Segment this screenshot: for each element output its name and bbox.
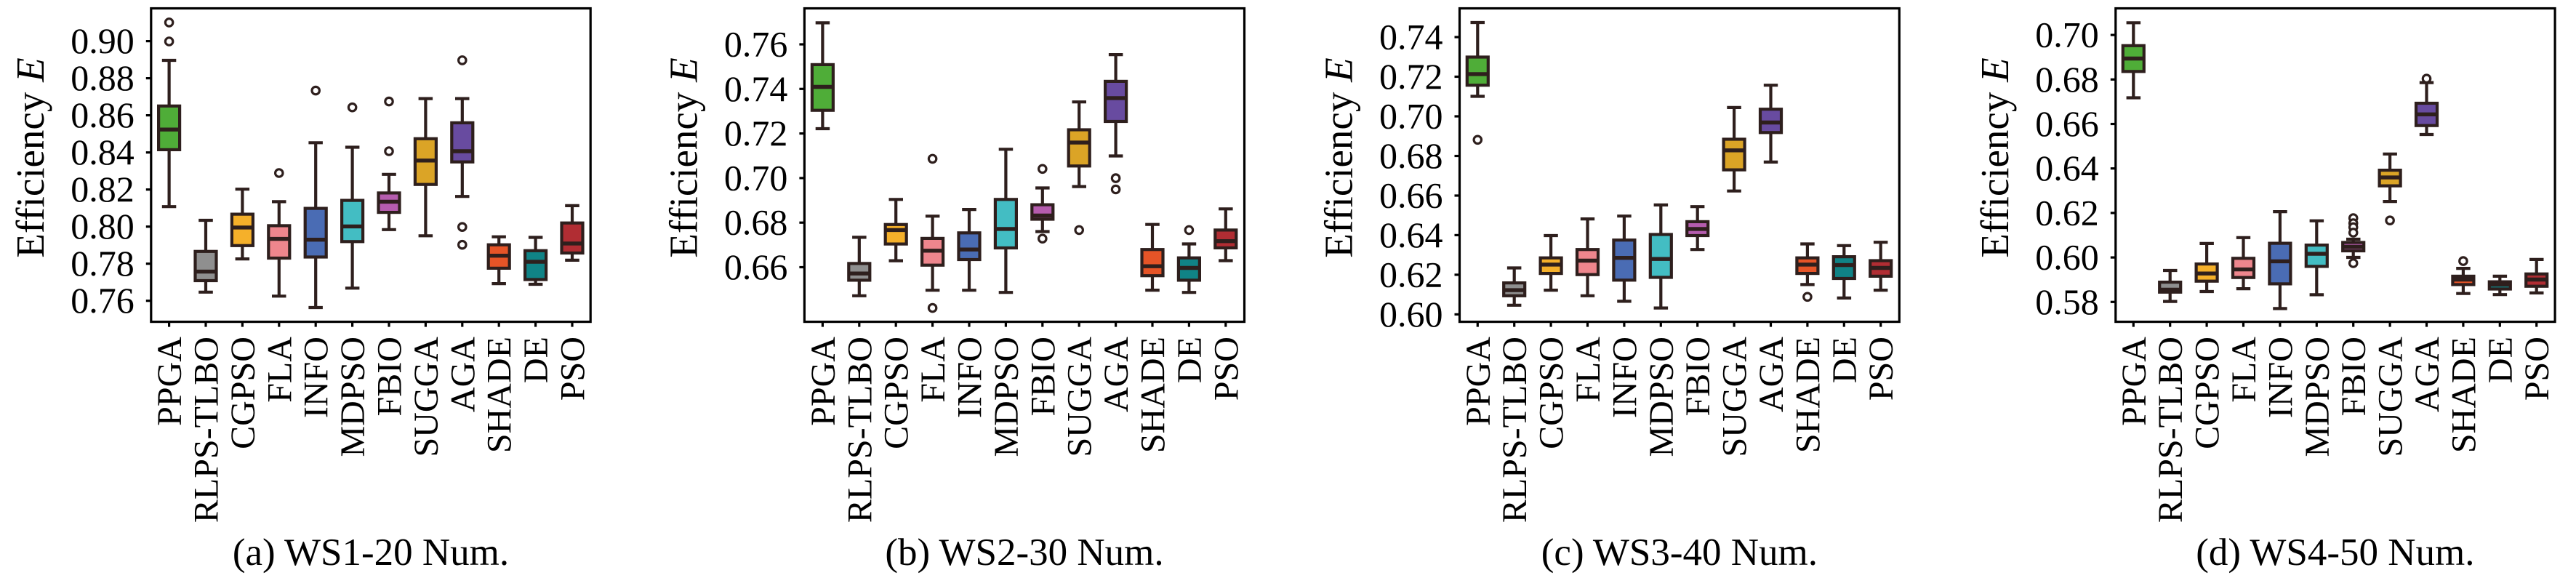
svg-text:PPGA: PPGA [1459,337,1498,426]
svg-text:PPGA: PPGA [2115,337,2154,426]
svg-text:0.84: 0.84 [71,132,135,172]
svg-text:0.58: 0.58 [2035,281,2099,322]
svg-text:PSO: PSO [1207,337,1245,401]
svg-text:0.76: 0.76 [71,280,135,321]
svg-text:FLA: FLA [2225,337,2263,403]
svg-text:(b) WS2-30 Num.: (b) WS2-30 Num. [885,531,1163,574]
svg-text:DE: DE [1826,337,1864,383]
svg-text:0.60: 0.60 [1379,294,1443,334]
svg-text:CGPSO: CGPSO [878,337,916,449]
svg-text:0.70: 0.70 [1379,96,1443,137]
svg-text:FLA: FLA [1569,337,1608,403]
svg-text:SHADE: SHADE [481,337,519,453]
svg-text:CGPSO: CGPSO [2188,337,2227,449]
svg-text:INFO: INFO [1605,337,1644,418]
svg-text:0.78: 0.78 [71,243,135,284]
svg-text:0.90: 0.90 [71,20,135,61]
svg-text:PSO: PSO [1862,337,1901,401]
svg-text:0.62: 0.62 [2035,192,2099,233]
svg-text:Efficiency E: Efficiency E [1317,57,1361,257]
svg-text:SHADE: SHADE [1789,337,1827,453]
svg-text:FBIO: FBIO [2335,337,2373,416]
svg-text:0.64: 0.64 [1379,214,1443,255]
svg-text:SHADE: SHADE [1134,337,1173,453]
svg-text:MDPSO: MDPSO [2298,337,2337,457]
svg-text:0.64: 0.64 [2035,148,2099,188]
svg-text:AGA: AGA [1097,337,1136,412]
svg-text:0.68: 0.68 [1379,135,1443,176]
svg-text:(c) WS3-40 Num.: (c) WS3-40 Num. [1541,531,1818,574]
svg-text:0.68: 0.68 [724,202,788,243]
svg-text:FLA: FLA [260,337,299,403]
svg-text:0.88: 0.88 [71,57,135,98]
svg-text:Efficiency E: Efficiency E [1973,57,2017,257]
svg-text:CGPSO: CGPSO [224,337,262,449]
svg-text:0.66: 0.66 [724,246,788,287]
svg-text:0.62: 0.62 [1379,254,1443,294]
svg-text:FLA: FLA [914,337,952,403]
svg-text:0.74: 0.74 [1379,17,1443,57]
svg-text:Efficiency E: Efficiency E [662,57,706,257]
svg-text:SUGGA: SUGGA [1061,337,1099,457]
svg-text:SUGGA: SUGGA [2372,337,2410,457]
svg-text:RLPS-TLBO: RLPS-TLBO [2151,337,2190,523]
svg-text:DE: DE [1171,337,1209,383]
svg-text:INFO: INFO [951,337,990,418]
svg-text:SHADE: SHADE [2444,337,2483,453]
svg-text:0.80: 0.80 [71,206,135,246]
svg-text:(a) WS1-20 Num.: (a) WS1-20 Num. [233,531,509,574]
svg-text:Efficiency E: Efficiency E [8,57,52,257]
svg-text:0.72: 0.72 [724,113,788,153]
svg-text:AGA: AGA [1752,337,1791,412]
svg-text:0.70: 0.70 [724,157,788,198]
svg-text:SUGGA: SUGGA [1716,337,1754,457]
svg-text:RLPS-TLBO: RLPS-TLBO [840,337,879,523]
svg-text:AGA: AGA [2408,337,2447,412]
svg-text:INFO: INFO [297,337,336,418]
svg-text:INFO: INFO [2261,337,2300,418]
svg-text:0.68: 0.68 [2035,59,2099,100]
svg-text:DE: DE [2481,337,2520,383]
svg-text:0.74: 0.74 [724,68,788,109]
svg-text:FBIO: FBIO [1679,337,1717,416]
svg-text:0.82: 0.82 [71,169,135,209]
svg-text:MDPSO: MDPSO [1642,337,1681,457]
svg-text:CGPSO: CGPSO [1533,337,1571,449]
svg-text:SUGGA: SUGGA [407,337,446,457]
svg-text:PSO: PSO [554,337,593,401]
svg-text:FBIO: FBIO [1024,337,1062,416]
svg-text:RLPS-TLBO: RLPS-TLBO [1496,337,1534,523]
svg-text:0.66: 0.66 [2035,103,2099,144]
svg-text:0.76: 0.76 [724,24,788,65]
svg-text:0.66: 0.66 [1379,175,1443,216]
svg-text:0.60: 0.60 [2035,237,2099,278]
svg-text:0.86: 0.86 [71,95,135,135]
svg-text:(d) WS4-50 Num.: (d) WS4-50 Num. [2196,531,2474,574]
svg-text:MDPSO: MDPSO [334,337,372,457]
svg-text:PPGA: PPGA [151,337,189,426]
svg-text:RLPS-TLBO: RLPS-TLBO [188,337,226,523]
svg-text:0.70: 0.70 [2035,15,2099,55]
svg-text:DE: DE [517,337,555,383]
svg-text:AGA: AGA [444,337,482,412]
svg-text:FBIO: FBIO [371,337,409,416]
svg-text:PPGA: PPGA [804,337,843,426]
svg-text:PSO: PSO [2518,337,2556,401]
svg-text:0.72: 0.72 [1379,56,1443,97]
svg-text:MDPSO: MDPSO [987,337,1026,457]
